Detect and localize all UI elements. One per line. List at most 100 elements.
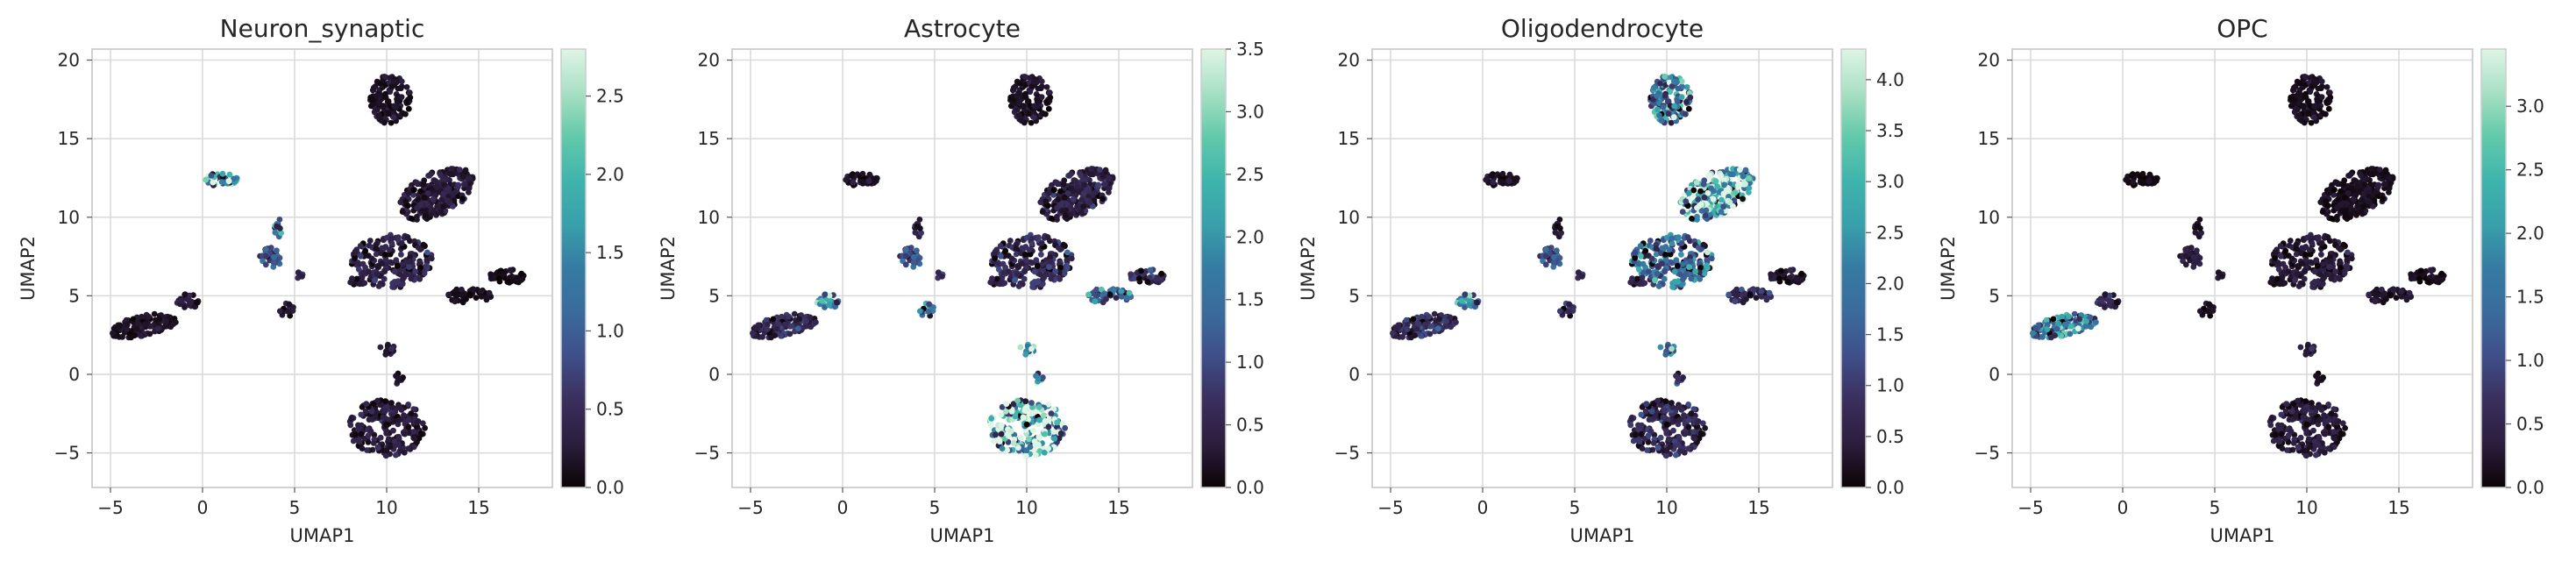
colorbar-tick-label: 3.0 (1236, 101, 1264, 122)
data-point (376, 112, 382, 118)
data-point (1569, 307, 1576, 314)
data-point (2321, 412, 2327, 419)
data-point (400, 374, 406, 381)
colorbar-tick-label: 2.0 (1236, 226, 1264, 247)
data-point (1158, 270, 1165, 277)
data-point (1138, 267, 1144, 274)
data-point (1035, 433, 1042, 440)
data-point (391, 268, 398, 275)
data-point (786, 313, 792, 320)
data-point (1685, 416, 1692, 423)
data-point (1712, 178, 1719, 185)
data-point (356, 281, 363, 288)
x-tick-label: −5 (97, 497, 123, 518)
data-point (383, 421, 390, 428)
data-point (2398, 288, 2405, 295)
data-point (1683, 110, 1689, 117)
data-point (402, 110, 409, 117)
data-point (1028, 83, 1035, 89)
data-point (355, 266, 362, 273)
panel-0: −5 0 5 10 15−505101520Neuron_synapticUMAP1UM… (18, 14, 624, 546)
data-point (2330, 406, 2338, 412)
data-point (440, 203, 447, 210)
data-point (1028, 240, 1035, 247)
data-point (270, 260, 277, 266)
data-point (139, 313, 145, 320)
data-point (1045, 416, 1052, 423)
data-point (1064, 249, 1071, 256)
data-point (2210, 307, 2217, 314)
data-point (381, 407, 388, 414)
data-point (768, 334, 774, 341)
data-point (2325, 189, 2332, 196)
data-point (417, 265, 423, 271)
data-point (1056, 435, 1063, 442)
colorbar-tick-label: 0.0 (1876, 477, 1904, 498)
data-point (1399, 333, 1405, 340)
data-point (2334, 217, 2340, 223)
data-point (2382, 167, 2389, 174)
data-point (1686, 264, 1692, 270)
data-point (2326, 264, 2332, 270)
data-point (2340, 241, 2347, 248)
data-point (1045, 402, 1051, 408)
data-point (1704, 262, 1710, 269)
data-point (424, 249, 431, 256)
data-point (395, 403, 402, 410)
data-point (1682, 430, 1689, 437)
data-point (2190, 253, 2197, 260)
data-point (1044, 234, 1051, 241)
data-point (912, 229, 919, 236)
data-point (2272, 254, 2279, 261)
data-point (466, 291, 473, 298)
colorbar-tick-label: 3.5 (1236, 39, 1264, 60)
data-point (1706, 172, 1713, 179)
data-point (2393, 295, 2400, 301)
data-point (1045, 445, 1051, 452)
data-point (2302, 74, 2309, 80)
data-point (1118, 288, 1125, 295)
data-point (1685, 402, 1691, 408)
data-point (2053, 325, 2060, 332)
data-point (1085, 291, 1092, 298)
data-point (2320, 276, 2326, 282)
data-point (405, 423, 412, 430)
data-point (1064, 262, 1070, 269)
data-point (1685, 445, 1691, 452)
data-point (377, 434, 384, 441)
data-point (1008, 409, 1015, 415)
data-point (2278, 430, 2285, 437)
data-point (372, 277, 378, 284)
data-point (2438, 270, 2445, 277)
y-tick-label: 15 (58, 128, 80, 149)
data-point (2293, 251, 2300, 258)
axes-frame (1371, 48, 1833, 488)
data-point (1714, 183, 1721, 190)
data-point (2338, 430, 2345, 437)
data-point (902, 261, 909, 268)
data-point (1654, 92, 1660, 99)
data-point (368, 409, 375, 415)
data-point (2338, 207, 2345, 214)
data-point (119, 333, 126, 340)
data-point (2348, 255, 2355, 262)
data-point (1060, 241, 1067, 248)
data-point (181, 304, 188, 310)
data-point (1021, 268, 1028, 274)
data-point (407, 94, 414, 101)
data-point (1052, 268, 1058, 275)
data-point (410, 429, 417, 435)
data-point (1055, 245, 1062, 251)
colorbar-tick-label: 0.0 (1236, 477, 1264, 498)
data-point (1702, 424, 1708, 431)
y-tick-label: 15 (1338, 128, 1360, 149)
data-point (763, 317, 770, 324)
data-point (1027, 89, 1034, 96)
data-point (2293, 245, 2300, 252)
data-point (1655, 445, 1662, 451)
data-point (826, 302, 832, 309)
data-point (1022, 257, 1029, 264)
data-point (1657, 344, 1664, 351)
data-point (2372, 298, 2379, 305)
